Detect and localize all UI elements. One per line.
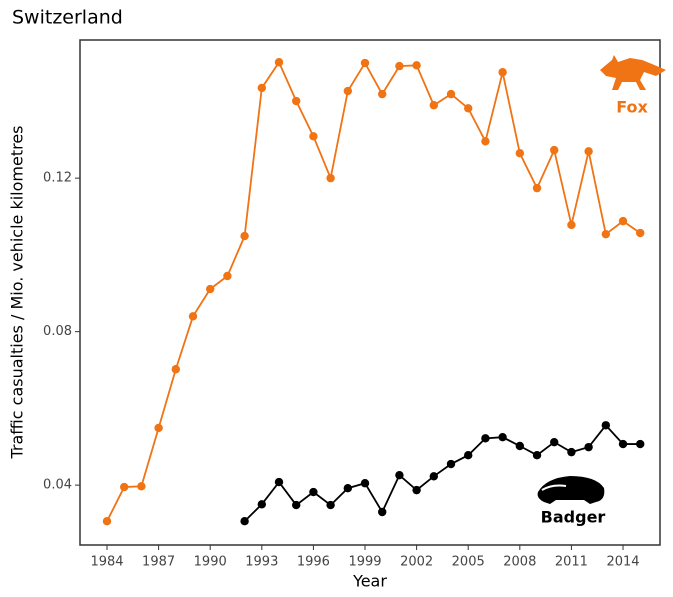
x-tick-label: 2005 (452, 555, 485, 570)
data-point (378, 90, 386, 98)
data-point (344, 484, 352, 492)
data-point (189, 312, 197, 320)
plot-frame (80, 40, 660, 545)
data-point (550, 438, 558, 446)
data-point (498, 433, 506, 441)
data-point (533, 451, 541, 459)
data-point (258, 500, 266, 508)
data-point (584, 443, 592, 451)
data-point (481, 434, 489, 442)
data-point (464, 451, 472, 459)
data-point (619, 440, 627, 448)
data-point (240, 517, 248, 525)
x-tick-label: 1984 (90, 555, 123, 570)
data-point (240, 232, 248, 240)
y-tick-label: 0.08 (43, 324, 72, 339)
data-point (447, 460, 455, 468)
fox-icon (600, 55, 666, 90)
data-point (430, 101, 438, 109)
data-point (636, 440, 644, 448)
x-tick-label: 2008 (503, 555, 536, 570)
data-point (154, 424, 162, 432)
data-point (567, 448, 575, 456)
x-tick-label: 2002 (400, 555, 433, 570)
data-point (602, 421, 610, 429)
x-tick-label: 1999 (348, 555, 381, 570)
data-point (395, 471, 403, 479)
chart-title: Switzerland (12, 7, 123, 29)
y-tick-label: 0.12 (43, 171, 72, 186)
data-point (533, 184, 541, 192)
data-point (498, 68, 506, 76)
legend-label: Badger (541, 508, 606, 527)
data-point (395, 62, 403, 70)
x-tick-label: 2011 (555, 555, 588, 570)
x-tick-label: 1990 (194, 555, 227, 570)
data-point (602, 230, 610, 238)
data-point (447, 90, 455, 98)
data-point (412, 61, 420, 69)
data-point (326, 501, 334, 509)
data-point (258, 84, 266, 92)
data-point (481, 137, 489, 145)
x-tick-label: 1996 (297, 555, 330, 570)
x-tick-label: 1987 (142, 555, 175, 570)
data-point (137, 482, 145, 490)
legend-label: Fox (616, 98, 648, 117)
badger-icon (538, 476, 605, 504)
data-point (275, 58, 283, 66)
data-point (361, 59, 369, 67)
chart: Switzerland Year Traffic casualties / Mi… (0, 0, 673, 593)
data-point (516, 149, 524, 157)
x-tick-label: 2014 (606, 555, 639, 570)
data-point (361, 479, 369, 487)
data-point (292, 97, 300, 105)
y-tick-label: 0.04 (43, 478, 72, 493)
data-point (103, 517, 111, 525)
data-point (636, 229, 644, 237)
series-line (107, 62, 640, 521)
x-axis-label: Year (352, 572, 387, 591)
data-point (172, 365, 180, 373)
data-point (584, 147, 592, 155)
data-point (223, 272, 231, 280)
data-point (309, 488, 317, 496)
data-point (326, 174, 334, 182)
data-point (275, 478, 283, 486)
data-point (430, 472, 438, 480)
data-point (344, 87, 352, 95)
data-point (378, 508, 386, 516)
data-point (567, 221, 575, 229)
data-point (206, 285, 214, 293)
data-point (464, 104, 472, 112)
data-point (516, 442, 524, 450)
data-point (412, 486, 420, 494)
data-point (550, 146, 558, 154)
y-axis-label: Traffic casualties / Mio. vehicle kilome… (8, 126, 27, 460)
data-point (292, 501, 300, 509)
x-tick-label: 1993 (245, 555, 278, 570)
data-point (120, 483, 128, 491)
data-point (619, 217, 627, 225)
data-point (309, 132, 317, 140)
